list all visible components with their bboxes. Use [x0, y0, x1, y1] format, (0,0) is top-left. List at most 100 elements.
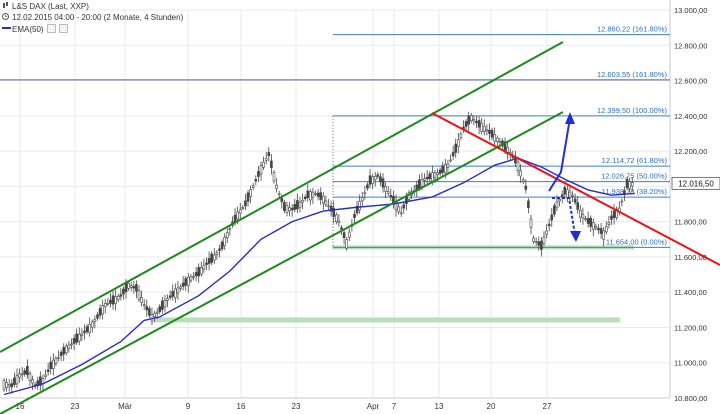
x-tick-label: 20 — [487, 402, 496, 411]
candle-body — [493, 134, 496, 142]
candle-body — [355, 205, 359, 214]
candle-body — [23, 370, 27, 375]
candle-body — [223, 236, 226, 247]
candle-body — [225, 232, 229, 239]
candle-body — [485, 129, 489, 132]
candle-body — [334, 214, 338, 223]
candle-body — [93, 319, 97, 322]
candle-body — [72, 338, 76, 344]
candle-body — [402, 204, 406, 209]
x-tick-label: 9 — [186, 402, 191, 411]
candle-body — [98, 308, 102, 316]
candle-body — [140, 297, 143, 303]
candle-body — [553, 205, 556, 215]
indicator-settings-button[interactable] — [46, 24, 56, 33]
channel-upper-line — [0, 41, 564, 353]
candle-body — [244, 200, 247, 207]
y-tick-label: 12.600,00 — [674, 77, 707, 86]
candle-body — [254, 179, 258, 182]
candle-body — [399, 212, 403, 215]
x-tick-label: 27 — [543, 402, 552, 411]
candle-body — [322, 195, 325, 204]
candle-body — [597, 227, 600, 231]
indicator-close-button[interactable] — [58, 24, 68, 33]
candle-body — [275, 184, 278, 189]
candle-body — [311, 191, 315, 198]
clock-icon — [2, 13, 9, 21]
candle-body — [610, 215, 613, 220]
ema-line — [3, 157, 635, 396]
candle-body — [620, 200, 624, 203]
candle-body — [324, 200, 328, 205]
x-tick-label: 16 — [237, 402, 246, 411]
candle-body — [547, 223, 551, 227]
candle-body — [142, 304, 146, 306]
candle-body — [111, 295, 115, 305]
candle-body — [13, 377, 16, 385]
candle-body — [431, 172, 434, 182]
candle-body — [568, 191, 572, 198]
channel-lower-line — [0, 111, 564, 414]
candle-body — [212, 254, 216, 261]
candle-body — [358, 201, 361, 211]
candle-body — [181, 282, 185, 287]
candle-body — [153, 312, 156, 317]
candle-body — [10, 383, 14, 388]
candle-body — [135, 284, 138, 292]
candle-body — [545, 230, 548, 235]
candle-body — [207, 258, 211, 264]
y-tick-label: 12.800,00 — [674, 41, 707, 50]
candle-body — [573, 198, 577, 203]
candle-body — [88, 323, 91, 334]
candle-body — [109, 299, 112, 304]
candle-body — [314, 193, 317, 195]
candle-body — [376, 174, 380, 177]
candle-body — [519, 170, 522, 177]
candle-body — [251, 185, 255, 188]
candle-body — [267, 152, 271, 157]
fib-label: 12.399,50 (100.00%) — [597, 106, 668, 115]
candle-body — [65, 345, 68, 354]
candle-body — [327, 205, 330, 208]
candle-body — [386, 191, 390, 194]
candle-body — [57, 357, 60, 359]
candle-body — [495, 137, 499, 142]
candle-body — [589, 217, 593, 227]
candle-body — [329, 205, 333, 212]
candle-body — [423, 178, 426, 181]
candle-body — [46, 369, 50, 372]
candle-body — [436, 172, 439, 175]
candle-body — [467, 115, 470, 125]
candle-body — [337, 220, 341, 223]
candle-body — [293, 204, 297, 210]
bull-arrow-head — [565, 112, 575, 124]
candle-body — [132, 286, 136, 289]
candle-body — [202, 265, 206, 270]
candle-body — [475, 120, 478, 124]
candle-body — [482, 125, 486, 132]
candle-body — [205, 262, 208, 265]
candle-body — [166, 298, 169, 301]
time-range-row: 12.02.2015 04:00 - 20:00 (2 Monate, 4 St… — [2, 13, 183, 22]
y-tick-label: 11.800,00 — [674, 218, 707, 227]
candle-body — [28, 373, 32, 381]
candle-body — [363, 192, 367, 195]
candle-body — [612, 210, 616, 219]
x-tick-label: Mär — [118, 402, 132, 411]
candle-body — [540, 240, 543, 250]
candle-body — [418, 179, 421, 189]
candle-body — [192, 276, 195, 278]
candle-body — [272, 172, 276, 182]
candle-body — [420, 179, 424, 187]
candle-body — [59, 352, 63, 357]
fib-label: 12.114,72 (61.80%) — [602, 156, 668, 165]
candle-body — [316, 192, 320, 197]
candle-body — [480, 122, 483, 132]
candle-body — [106, 303, 110, 305]
candle-body — [503, 141, 507, 151]
x-tick-label: 7 — [392, 402, 397, 411]
candle-body — [558, 198, 561, 202]
candle-body — [566, 189, 569, 199]
support-zone — [155, 317, 620, 323]
